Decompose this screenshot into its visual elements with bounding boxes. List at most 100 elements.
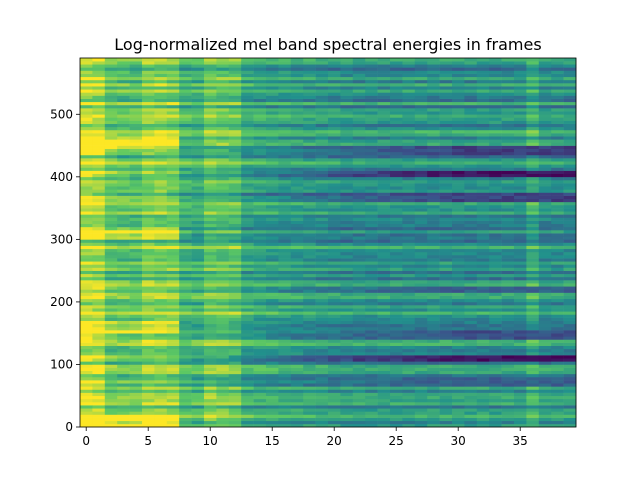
heatmap-cell	[253, 58, 267, 62]
heatmap-cell	[464, 280, 478, 284]
heatmap-cell	[501, 330, 515, 334]
heatmap-cell	[464, 301, 478, 306]
heatmap-cell	[352, 280, 366, 284]
heatmap-cell	[166, 267, 180, 271]
heatmap-cell	[104, 283, 118, 287]
heatmap-cell	[303, 283, 316, 287]
heatmap-cell	[154, 317, 168, 321]
heatmap-cell	[489, 242, 502, 246]
heatmap-cell	[216, 345, 230, 350]
heatmap-cell	[266, 217, 279, 221]
heatmap-cell	[538, 229, 552, 234]
heatmap-cell	[216, 395, 230, 400]
heatmap-cell	[315, 83, 329, 87]
heatmap-cell	[129, 61, 143, 65]
heatmap-cell	[129, 270, 143, 275]
heatmap-cell	[216, 139, 230, 143]
heatmap-cell	[166, 192, 180, 196]
heatmap-cell	[514, 151, 527, 156]
heatmap-cell	[266, 114, 279, 118]
heatmap-cell	[526, 198, 540, 203]
heatmap-cell	[241, 183, 254, 187]
heatmap-cell	[365, 92, 378, 96]
heatmap-cell	[278, 417, 292, 422]
heatmap-cell	[427, 217, 440, 221]
heatmap-cell	[464, 270, 478, 275]
heatmap-cell	[514, 392, 527, 397]
heatmap-cell	[104, 364, 118, 368]
heatmap-cell	[142, 208, 155, 212]
heatmap-cell	[142, 139, 155, 143]
heatmap-cell	[204, 158, 217, 162]
heatmap-cell	[253, 154, 267, 159]
heatmap-cell	[166, 326, 180, 331]
heatmap-cell	[204, 86, 217, 90]
heatmap-cell	[104, 158, 118, 162]
heatmap-cell	[526, 248, 540, 253]
heatmap-cell	[179, 245, 192, 250]
heatmap-cell	[526, 211, 540, 215]
heatmap-cell	[290, 339, 304, 343]
heatmap-cell	[290, 164, 304, 168]
heatmap-cell	[501, 276, 515, 281]
heatmap-cell	[315, 364, 329, 368]
heatmap-cell	[117, 120, 130, 124]
heatmap-cell	[216, 317, 230, 321]
heatmap-cell	[365, 201, 378, 206]
heatmap-cell	[526, 420, 540, 425]
heatmap-cell	[154, 308, 168, 312]
heatmap-cell	[551, 239, 564, 243]
heatmap-cell	[551, 214, 564, 218]
heatmap-cell	[253, 176, 267, 181]
heatmap-cell	[80, 195, 93, 200]
heatmap-cell	[142, 126, 155, 131]
heatmap-cell	[526, 367, 540, 372]
heatmap-cell	[92, 217, 106, 221]
heatmap-cell	[104, 64, 118, 68]
heatmap-cell	[129, 123, 143, 128]
heatmap-cell	[352, 411, 366, 415]
heatmap-cell	[129, 295, 143, 300]
heatmap-cell	[501, 264, 515, 268]
heatmap-cell	[514, 229, 527, 234]
heatmap-cell	[489, 154, 502, 159]
heatmap-cell	[166, 355, 180, 359]
heatmap-cell	[414, 323, 428, 328]
heatmap-cell	[427, 361, 440, 365]
heatmap-cell	[377, 195, 391, 200]
heatmap-cell	[427, 226, 440, 231]
heatmap-cell	[402, 79, 416, 84]
heatmap-cell	[303, 289, 316, 293]
heatmap-cell	[303, 273, 316, 278]
heatmap-cell	[253, 139, 267, 143]
heatmap-cell	[402, 214, 416, 218]
heatmap-cell	[266, 364, 279, 368]
heatmap-cell	[352, 223, 366, 228]
heatmap-cell	[563, 217, 577, 221]
heatmap-cell	[303, 223, 316, 228]
heatmap-cell	[278, 286, 292, 290]
heatmap-cell	[154, 280, 168, 284]
heatmap-cell	[551, 70, 564, 74]
heatmap-cell	[365, 64, 378, 68]
heatmap-cell	[303, 295, 316, 300]
heatmap-cell	[191, 154, 205, 159]
heatmap-cell	[228, 292, 242, 296]
heatmap-cell	[377, 311, 391, 315]
heatmap-cell	[266, 120, 279, 124]
heatmap-cell	[402, 161, 416, 165]
heatmap-cell	[278, 214, 292, 218]
heatmap-cell	[228, 364, 242, 368]
heatmap-cell	[290, 258, 304, 262]
heatmap-cell	[352, 414, 366, 418]
heatmap-cell	[154, 179, 168, 184]
heatmap-cell	[452, 189, 465, 193]
heatmap-cell	[241, 67, 254, 71]
heatmap-cell	[352, 179, 366, 184]
heatmap-cell	[179, 236, 192, 240]
heatmap-cell	[439, 295, 453, 300]
heatmap-cell	[253, 267, 267, 271]
heatmap-cell	[328, 420, 341, 425]
heatmap-cell	[290, 98, 304, 103]
